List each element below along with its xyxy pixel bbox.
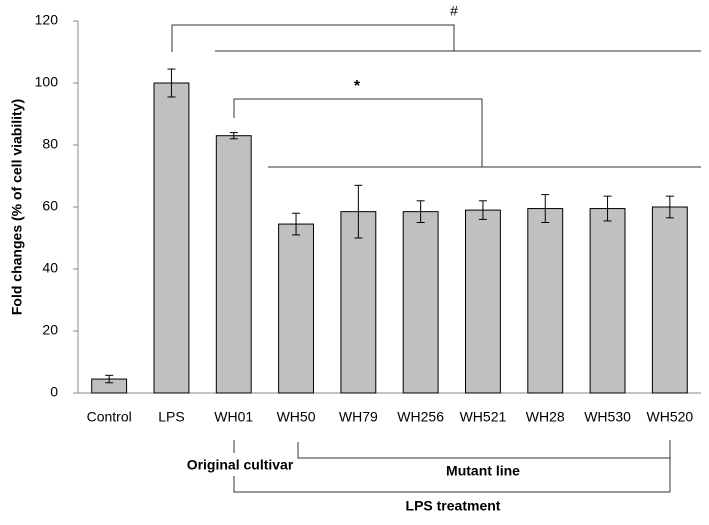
x-tick-label: WH521 <box>460 409 507 425</box>
error-bar <box>229 132 238 140</box>
x-tick-label: Control <box>87 409 132 425</box>
y-tick-label: 40 <box>42 260 58 276</box>
y-tick-label: 60 <box>42 198 58 214</box>
bracket <box>233 98 483 167</box>
error-bar <box>478 200 487 220</box>
bracket <box>171 24 455 52</box>
annotation: * <box>354 78 361 95</box>
bar <box>465 209 501 394</box>
annotation: Original cultivar <box>187 457 294 473</box>
annotation: Mutant line <box>446 463 520 479</box>
bar <box>153 82 190 394</box>
x-tick-label: LPS <box>158 409 184 425</box>
error-bar <box>665 195 674 219</box>
y-axis-label: Fold changes (% of cell viability) <box>9 99 25 315</box>
error-bar <box>541 194 550 223</box>
annotation: # <box>450 3 458 19</box>
y-tick-label: 0 <box>50 384 58 400</box>
bar <box>589 208 626 394</box>
error-bar <box>416 200 425 223</box>
x-tick-label: WH50 <box>277 409 316 425</box>
error-bar <box>292 212 301 236</box>
x-tick-label: WH530 <box>584 409 631 425</box>
bar <box>215 135 252 394</box>
bracket <box>233 476 670 493</box>
y-tick-label: 80 <box>42 136 58 152</box>
y-tick-label: 20 <box>42 322 58 338</box>
bar <box>340 211 377 394</box>
bar <box>402 211 439 394</box>
bar <box>651 206 688 394</box>
y-tick-label: 120 <box>35 12 59 28</box>
bar <box>278 223 314 394</box>
annotation: LPS treatment <box>406 498 501 514</box>
error-bar <box>603 195 612 222</box>
bar <box>527 208 564 394</box>
x-tick-label: WH256 <box>397 409 444 425</box>
x-tick-label: WH01 <box>214 409 253 425</box>
x-tick-label: WH28 <box>526 409 565 425</box>
x-tick-label: WH79 <box>339 409 378 425</box>
error-bar <box>167 68 176 98</box>
y-tick-label: 100 <box>35 74 59 90</box>
x-tick-label: WH520 <box>647 409 694 425</box>
bracket <box>297 442 670 459</box>
error-bar <box>105 374 114 384</box>
error-bar <box>354 184 363 239</box>
brackets <box>171 24 701 493</box>
